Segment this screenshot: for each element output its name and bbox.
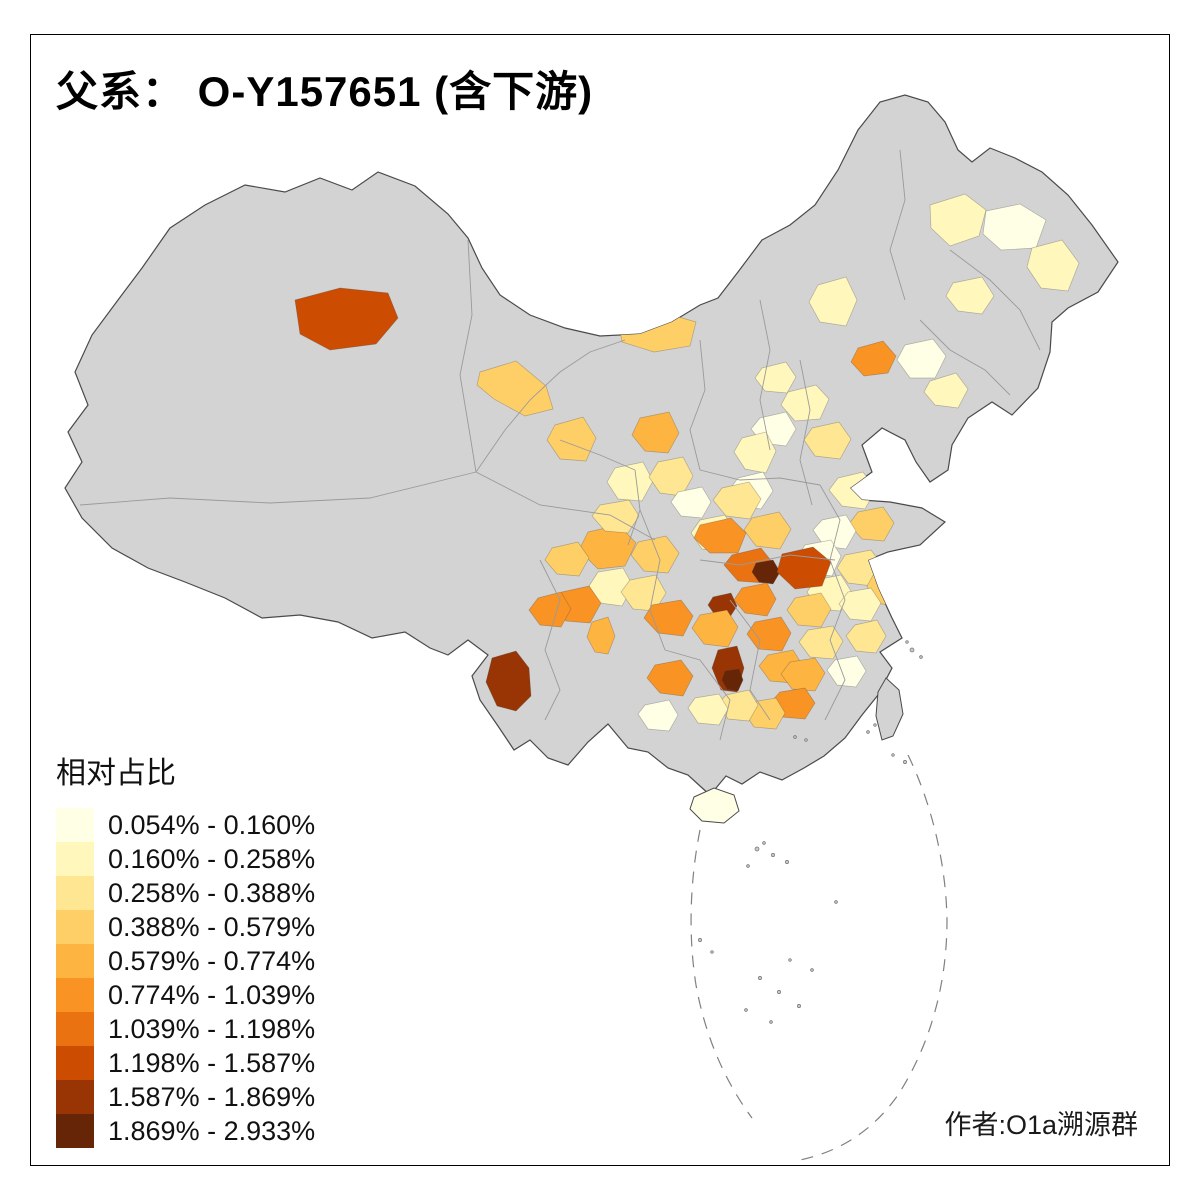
- map-region: [746, 616, 792, 652]
- map-region: [637, 699, 679, 732]
- map-region: [845, 619, 887, 654]
- legend-swatch: [56, 1080, 94, 1114]
- legend-swatch: [56, 978, 94, 1012]
- map-region: [721, 668, 744, 692]
- map-legend: 相对占比 0.054% - 0.160% 0.160% - 0.258% 0.2…: [56, 748, 315, 1148]
- map-region: [670, 486, 712, 519]
- legend-item: 1.198% - 1.587%: [56, 1046, 315, 1080]
- legend-swatch: [56, 1012, 94, 1046]
- nine-dash-line: [690, 754, 948, 1161]
- page-title: 父系： O-Y157651 (含下游): [56, 68, 594, 115]
- map-region: [691, 609, 739, 648]
- map-region: [780, 384, 830, 422]
- legend-label: 0.160% - 0.258%: [108, 843, 316, 874]
- map-region: [929, 193, 987, 247]
- legend-label: 1.039% - 1.198%: [108, 1013, 316, 1044]
- legend-swatch: [56, 944, 94, 978]
- map-region: [896, 338, 947, 379]
- map-region: [945, 276, 995, 315]
- province-borders: [79, 149, 1041, 741]
- credit-text: 作者:O1a溯源群: [944, 1110, 1138, 1140]
- map-region: [546, 416, 597, 462]
- map-region: [786, 592, 832, 628]
- legend-item: 0.160% - 0.258%: [56, 842, 315, 876]
- hainan-island: [689, 787, 740, 824]
- map-region: [693, 517, 747, 554]
- map-region: [780, 657, 826, 692]
- plot-border: [30, 34, 1170, 1166]
- map-region: [630, 535, 680, 574]
- legend-title: 相对占比: [56, 757, 176, 790]
- map-region: [586, 616, 616, 655]
- taiwan-island: [875, 677, 904, 741]
- legend-label: 0.579% - 0.774%: [108, 945, 316, 976]
- small-islands: [698, 640, 923, 1024]
- map-region: [646, 659, 694, 697]
- legend-label: 1.869% - 2.933%: [108, 1115, 316, 1146]
- map-region: [294, 287, 399, 351]
- legend-item: 1.039% - 1.198%: [56, 1012, 315, 1046]
- legend-label: 1.198% - 1.587%: [108, 1047, 316, 1078]
- map-region: [606, 461, 654, 502]
- legend-label: 0.054% - 0.160%: [108, 809, 316, 840]
- map-region: [485, 650, 532, 712]
- legend-item: 0.258% - 0.388%: [56, 876, 315, 910]
- legend-swatch: [56, 1114, 94, 1148]
- legend-item: 0.388% - 0.579%: [56, 910, 315, 944]
- legend-item: 0.579% - 0.774%: [56, 944, 315, 978]
- map-region: [751, 559, 781, 585]
- map-region: [687, 693, 729, 726]
- map-region: [754, 361, 797, 394]
- map-region: [1026, 239, 1080, 292]
- legend-swatch: [56, 1046, 94, 1080]
- legend-label: 0.388% - 0.579%: [108, 911, 316, 942]
- legend-swatch: [56, 910, 94, 944]
- map-region: [544, 541, 590, 577]
- legend-swatch: [56, 808, 94, 842]
- legend-item: 0.054% - 0.160%: [56, 808, 315, 842]
- map-region: [923, 372, 969, 409]
- legend-item: 0.774% - 1.039%: [56, 978, 315, 1012]
- map-region: [743, 511, 792, 550]
- map-region: [808, 276, 858, 327]
- map-region: [812, 514, 857, 550]
- legend-swatch: [56, 876, 94, 910]
- map-region: [733, 582, 777, 617]
- map-region: [838, 587, 882, 622]
- map-region: [631, 411, 680, 454]
- map-region: [528, 591, 572, 628]
- legend-label: 1.587% - 1.869%: [108, 1081, 316, 1112]
- legend-item: 1.869% - 2.933%: [56, 1114, 315, 1148]
- legend-swatch: [56, 842, 94, 876]
- map-region: [776, 546, 832, 590]
- map-region: [850, 340, 897, 377]
- map-region: [712, 481, 762, 520]
- legend-label: 0.774% - 1.039%: [108, 979, 316, 1010]
- legend-item: 1.587% - 1.869%: [56, 1080, 315, 1114]
- map-region: [826, 655, 867, 688]
- map-region: [476, 360, 554, 417]
- legend-label: 0.258% - 0.388%: [108, 877, 316, 908]
